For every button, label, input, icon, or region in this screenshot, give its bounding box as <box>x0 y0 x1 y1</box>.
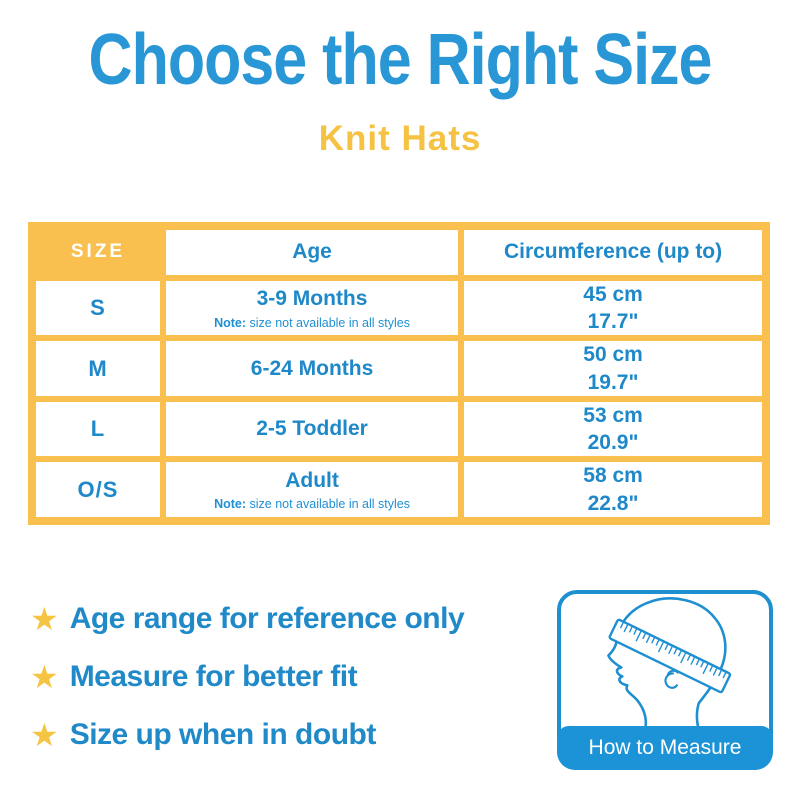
tip-text: Measure for better fit <box>69 660 358 693</box>
table-row-l-circumference: 53 cm 20.9" <box>464 401 762 457</box>
circumference-inches: 17.7" <box>587 309 639 333</box>
head-measuring-tape-illustration <box>607 597 732 730</box>
circumference-inches: 19.7" <box>587 370 639 394</box>
table-header-size: SIZE <box>70 241 126 263</box>
age-value: 6-24 Months <box>250 356 374 380</box>
note-label: Note: <box>214 497 247 512</box>
table-row-os-circumference: 58 cm 22.8" <box>464 462 762 517</box>
circumference-cm: 50 cm <box>583 343 643 367</box>
tip-text: Age range for reference only <box>69 602 465 635</box>
circumference-cm: 58 cm <box>583 464 643 488</box>
table-row-os-age: Adult Note: size not available in all st… <box>166 462 459 517</box>
table-row-m-size: M <box>36 341 160 396</box>
star-icon: ★ <box>30 601 59 637</box>
tips-list: ★ Age range for reference only ★ Measure… <box>30 601 465 753</box>
table-header-age: Age <box>166 230 459 275</box>
circumference-cm: 53 cm <box>583 403 643 427</box>
star-icon: ★ <box>30 717 59 753</box>
table-header-circumference: Circumference (up to) <box>464 230 762 275</box>
table-row-l-age: 2-5 Toddler <box>166 401 459 457</box>
list-item: ★ Measure for better fit <box>30 659 464 695</box>
list-item: ★ Size up when in doubt <box>30 717 464 753</box>
page-subtitle: Knit Hats <box>318 119 482 158</box>
table-row-s-circumference: 45 cm 17.7" <box>464 280 762 336</box>
circumference-cm: 45 cm <box>583 282 643 306</box>
note-text: size not available in all styles <box>246 315 410 330</box>
table-row-os-size: O/S <box>36 462 160 517</box>
circumference-inches: 20.9" <box>587 431 639 455</box>
how-to-measure-box: How to Measure <box>557 590 773 770</box>
list-item: ★ Age range for reference only <box>30 601 465 637</box>
circumference-inches: 22.8" <box>587 491 639 515</box>
how-to-measure-label: How to Measure <box>557 726 773 770</box>
table-row-m-circumference: 50 cm 19.7" <box>464 341 762 396</box>
star-icon: ★ <box>30 659 59 695</box>
table-row-l-size: L <box>36 401 160 457</box>
table-row-m-age: 6-24 Months <box>166 341 459 396</box>
age-value: 2-5 Toddler <box>256 417 368 441</box>
age-value: 3-9 Months <box>256 287 368 311</box>
table-row-s-size: S <box>36 280 160 336</box>
availability-note: Note: size not available in all styles <box>214 316 410 331</box>
age-value: Adult <box>285 469 339 493</box>
tip-text: Size up when in doubt <box>69 718 377 751</box>
availability-note: Note: size not available in all styles <box>214 497 410 512</box>
page-title: Choose the Right Size <box>88 19 713 100</box>
note-text: size not available in all styles <box>246 497 410 512</box>
note-label: Note: <box>214 315 247 330</box>
size-table: SIZE Age Circumference (up to) S 3-9 Mon… <box>28 222 770 525</box>
table-row-s-age: 3-9 Months Note: size not available in a… <box>166 280 459 336</box>
